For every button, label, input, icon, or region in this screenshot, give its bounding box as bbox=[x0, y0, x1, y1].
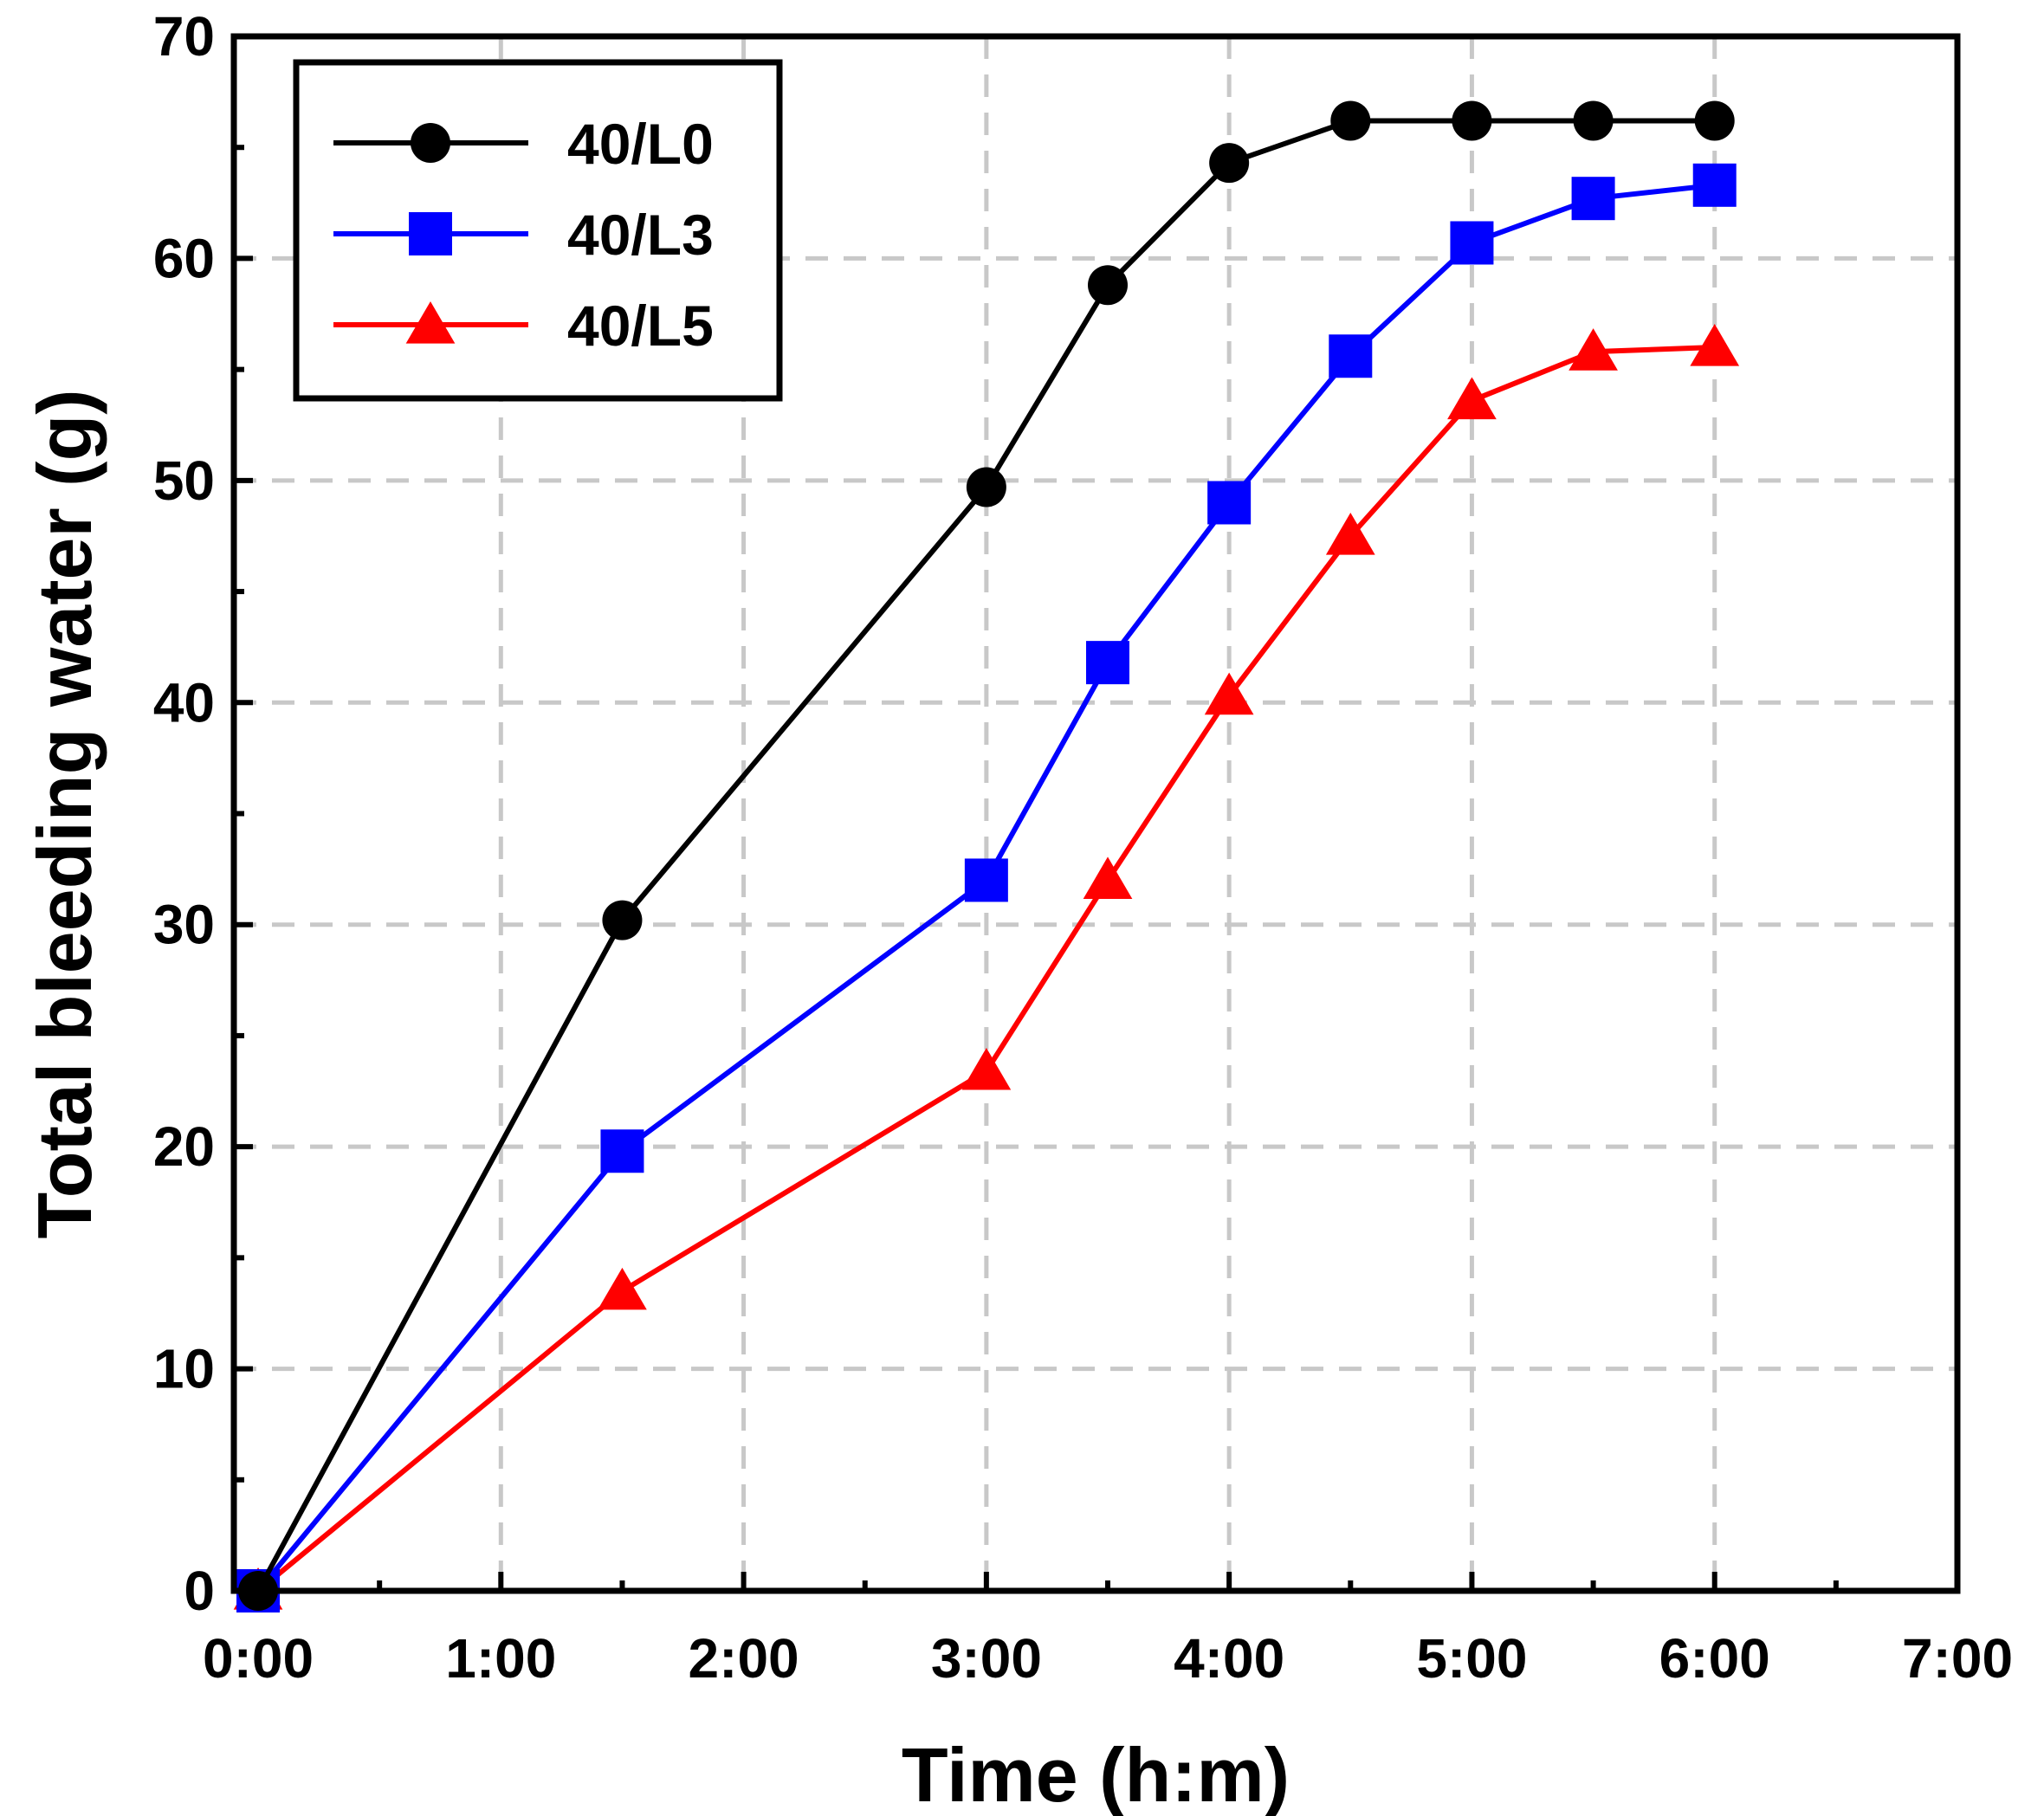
data-point bbox=[1692, 163, 1737, 207]
y-tick-label: 60 bbox=[153, 227, 215, 289]
data-point bbox=[966, 467, 1006, 507]
legend-label: 40/L5 bbox=[567, 294, 714, 358]
data-point bbox=[1086, 641, 1130, 685]
y-tick-label: 40 bbox=[153, 671, 215, 734]
x-tick-label: 2:00 bbox=[689, 1627, 799, 1690]
data-point bbox=[1330, 100, 1371, 141]
x-tick-label: 5:00 bbox=[1416, 1627, 1527, 1690]
data-point bbox=[1694, 100, 1735, 141]
data-point bbox=[1690, 324, 1740, 366]
legend-box bbox=[293, 59, 783, 402]
legend-marker bbox=[411, 123, 450, 163]
data-point bbox=[964, 858, 1008, 902]
data-point bbox=[1083, 856, 1133, 900]
series-40-l0 bbox=[238, 100, 1735, 1611]
legend-entry: 40/L5 bbox=[333, 294, 714, 358]
y-axis-title: Total bleeding water (g) bbox=[22, 389, 107, 1238]
x-tick-label: 1:00 bbox=[445, 1627, 556, 1690]
data-point bbox=[1447, 377, 1497, 420]
data-point bbox=[1329, 334, 1373, 378]
x-tick-label: 0:00 bbox=[203, 1627, 314, 1690]
data-point bbox=[1569, 328, 1618, 371]
data-point bbox=[961, 1047, 1012, 1090]
y-tick-label: 0 bbox=[184, 1560, 215, 1622]
x-tick-label: 4:00 bbox=[1174, 1627, 1284, 1690]
x-tick-label: 7:00 bbox=[1902, 1627, 2013, 1690]
series-40-l3 bbox=[236, 163, 1737, 1612]
y-tick-label: 30 bbox=[153, 894, 215, 956]
data-point bbox=[1571, 177, 1615, 221]
data-point bbox=[1325, 512, 1375, 555]
series-40-l5 bbox=[233, 324, 1740, 1610]
data-point bbox=[1209, 143, 1250, 184]
legend: 40/L0 40/L3 40/L5 bbox=[293, 59, 783, 402]
legend-entry: 40/L0 bbox=[333, 112, 714, 176]
data-point bbox=[1450, 221, 1494, 265]
legend-label: 40/L0 bbox=[567, 112, 714, 176]
x-tick-label: 6:00 bbox=[1659, 1627, 1770, 1690]
data-point bbox=[1573, 100, 1614, 141]
legend-entry: 40/L3 bbox=[333, 203, 714, 267]
axis-ticks: 0:00 1:00 2:00 3:00 4:00 5:00 6:00 7:00 0 10 20 30 4… bbox=[153, 5, 2013, 1690]
series-group bbox=[233, 100, 1740, 1612]
legend-marker bbox=[409, 212, 452, 255]
y-tick-label: 70 bbox=[153, 5, 215, 68]
data-point bbox=[600, 1129, 644, 1173]
y-tick-label: 20 bbox=[153, 1115, 215, 1178]
x-axis-title: Time (h:m) bbox=[902, 1732, 1290, 1816]
legend-marker bbox=[405, 301, 456, 344]
y-tick-label: 50 bbox=[153, 449, 215, 512]
data-point bbox=[1204, 672, 1254, 715]
data-point bbox=[1452, 100, 1492, 141]
data-point bbox=[598, 1267, 647, 1310]
y-tick-label: 10 bbox=[153, 1338, 215, 1400]
data-point bbox=[1088, 265, 1129, 306]
grid bbox=[234, 36, 1957, 1591]
x-tick-label: 3:00 bbox=[931, 1627, 1042, 1690]
data-point bbox=[1207, 481, 1252, 525]
legend-label: 40/L3 bbox=[567, 203, 714, 267]
data-point bbox=[602, 900, 643, 940]
